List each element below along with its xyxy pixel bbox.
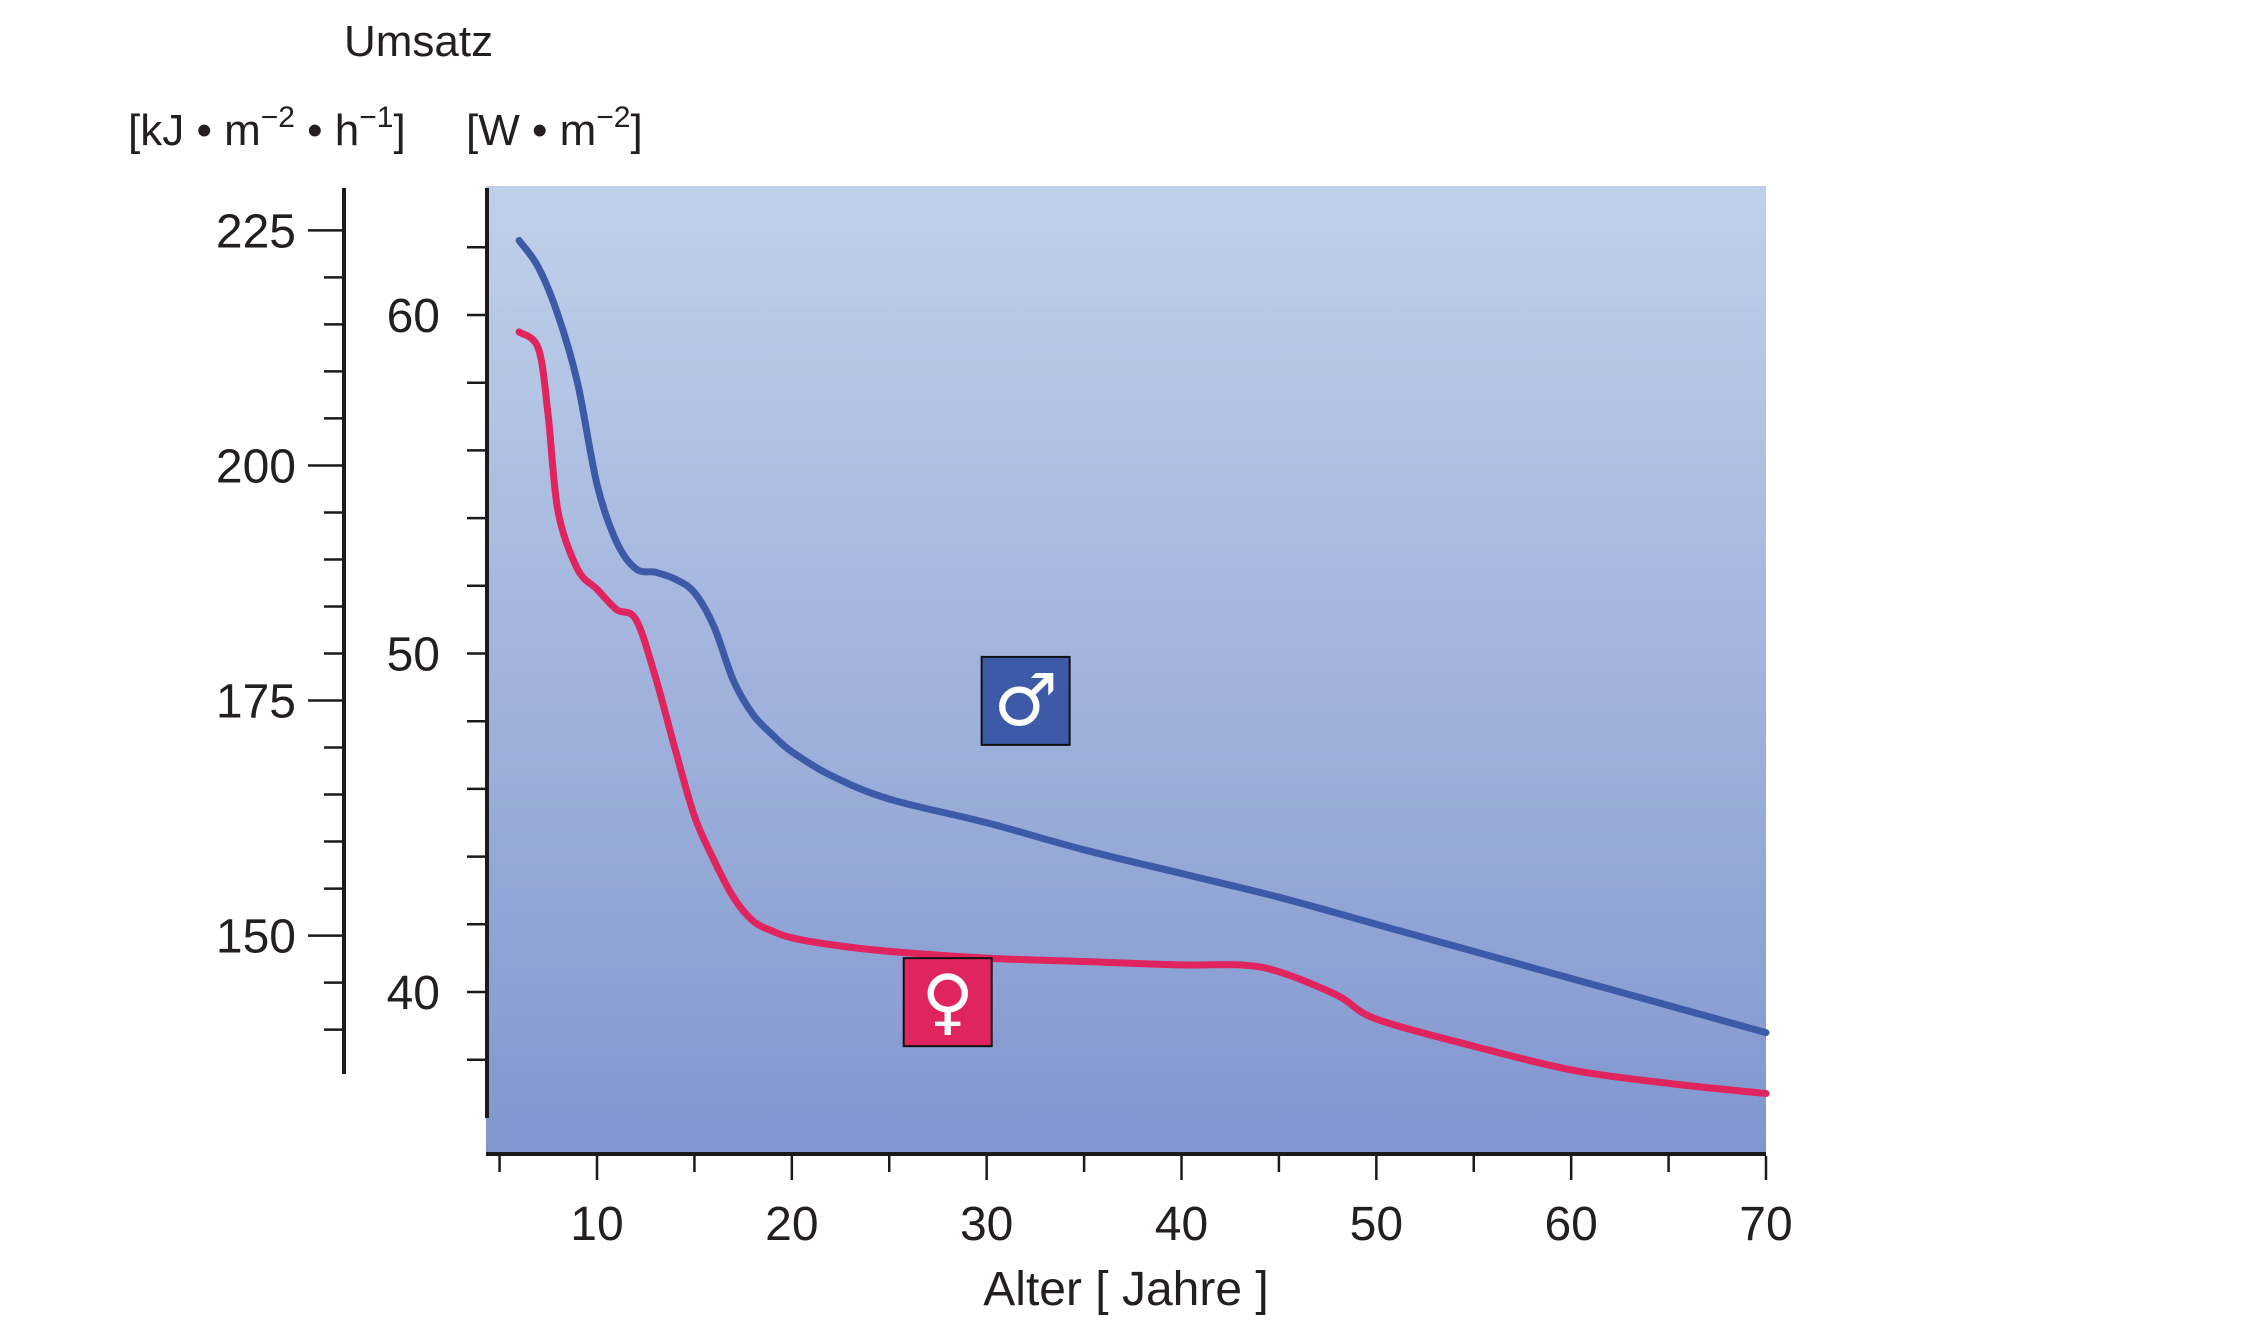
plot-band: [486, 307, 1766, 428]
y-unit-right: [W • m−2]: [466, 101, 643, 155]
female-curve: [515, 328, 1770, 1097]
x-tick-label: 10: [570, 1198, 623, 1251]
male-symbol-box: ♂: [980, 655, 1071, 746]
x-axis-ticks: 10 20 30 40 50 60 70: [498, 1156, 1793, 1251]
x-tick-label: 30: [960, 1198, 1013, 1251]
x-axis-label: Alter [ Jahre ]: [983, 1263, 1268, 1316]
symbol-box-background: [980, 655, 1071, 746]
y-axis-title: Umsatz: [344, 17, 493, 66]
kj-axis-ticks: 150 175 200 225: [216, 205, 344, 1031]
kj-tick-label: 200: [216, 440, 296, 493]
y-unit-left: [kJ • m−2 • h−1]: [128, 101, 406, 155]
female-symbol-box: ♀: [902, 957, 993, 1048]
male-symbol-icon: ♂: [993, 658, 1058, 742]
w-tick-label: 60: [387, 290, 440, 343]
symbol-box-background: [902, 957, 993, 1048]
kj-tick-label: 150: [216, 911, 296, 964]
plot-area: [486, 186, 1766, 1154]
w-tick-label: 40: [387, 967, 440, 1020]
x-tick-label: 20: [765, 1198, 818, 1251]
x-tick-label: 70: [1739, 1198, 1792, 1251]
annotation-layer: ♂♀: [902, 655, 1071, 1048]
kj-tick-label: 225: [216, 205, 296, 258]
plot-band: [486, 428, 1766, 549]
plot-band: [486, 670, 1766, 791]
plot-band: [486, 791, 1766, 912]
male-curve: [515, 237, 1770, 1037]
kj-tick-label: 175: [216, 676, 296, 729]
plot-band: [486, 186, 1766, 307]
series-layer: [515, 237, 1770, 1097]
x-tick-label: 50: [1350, 1198, 1403, 1251]
w-tick-label: 50: [387, 629, 440, 682]
x-tick-label: 40: [1155, 1198, 1208, 1251]
plot-bands: [486, 186, 1766, 1154]
plot-band: [486, 912, 1766, 1033]
w-axis-ticks: 40 50 60: [387, 246, 487, 1061]
x-tick-label: 60: [1544, 1198, 1597, 1251]
female-symbol-icon: ♀: [921, 959, 974, 1043]
plot-band: [486, 1033, 1766, 1154]
plot-band: [486, 549, 1766, 670]
